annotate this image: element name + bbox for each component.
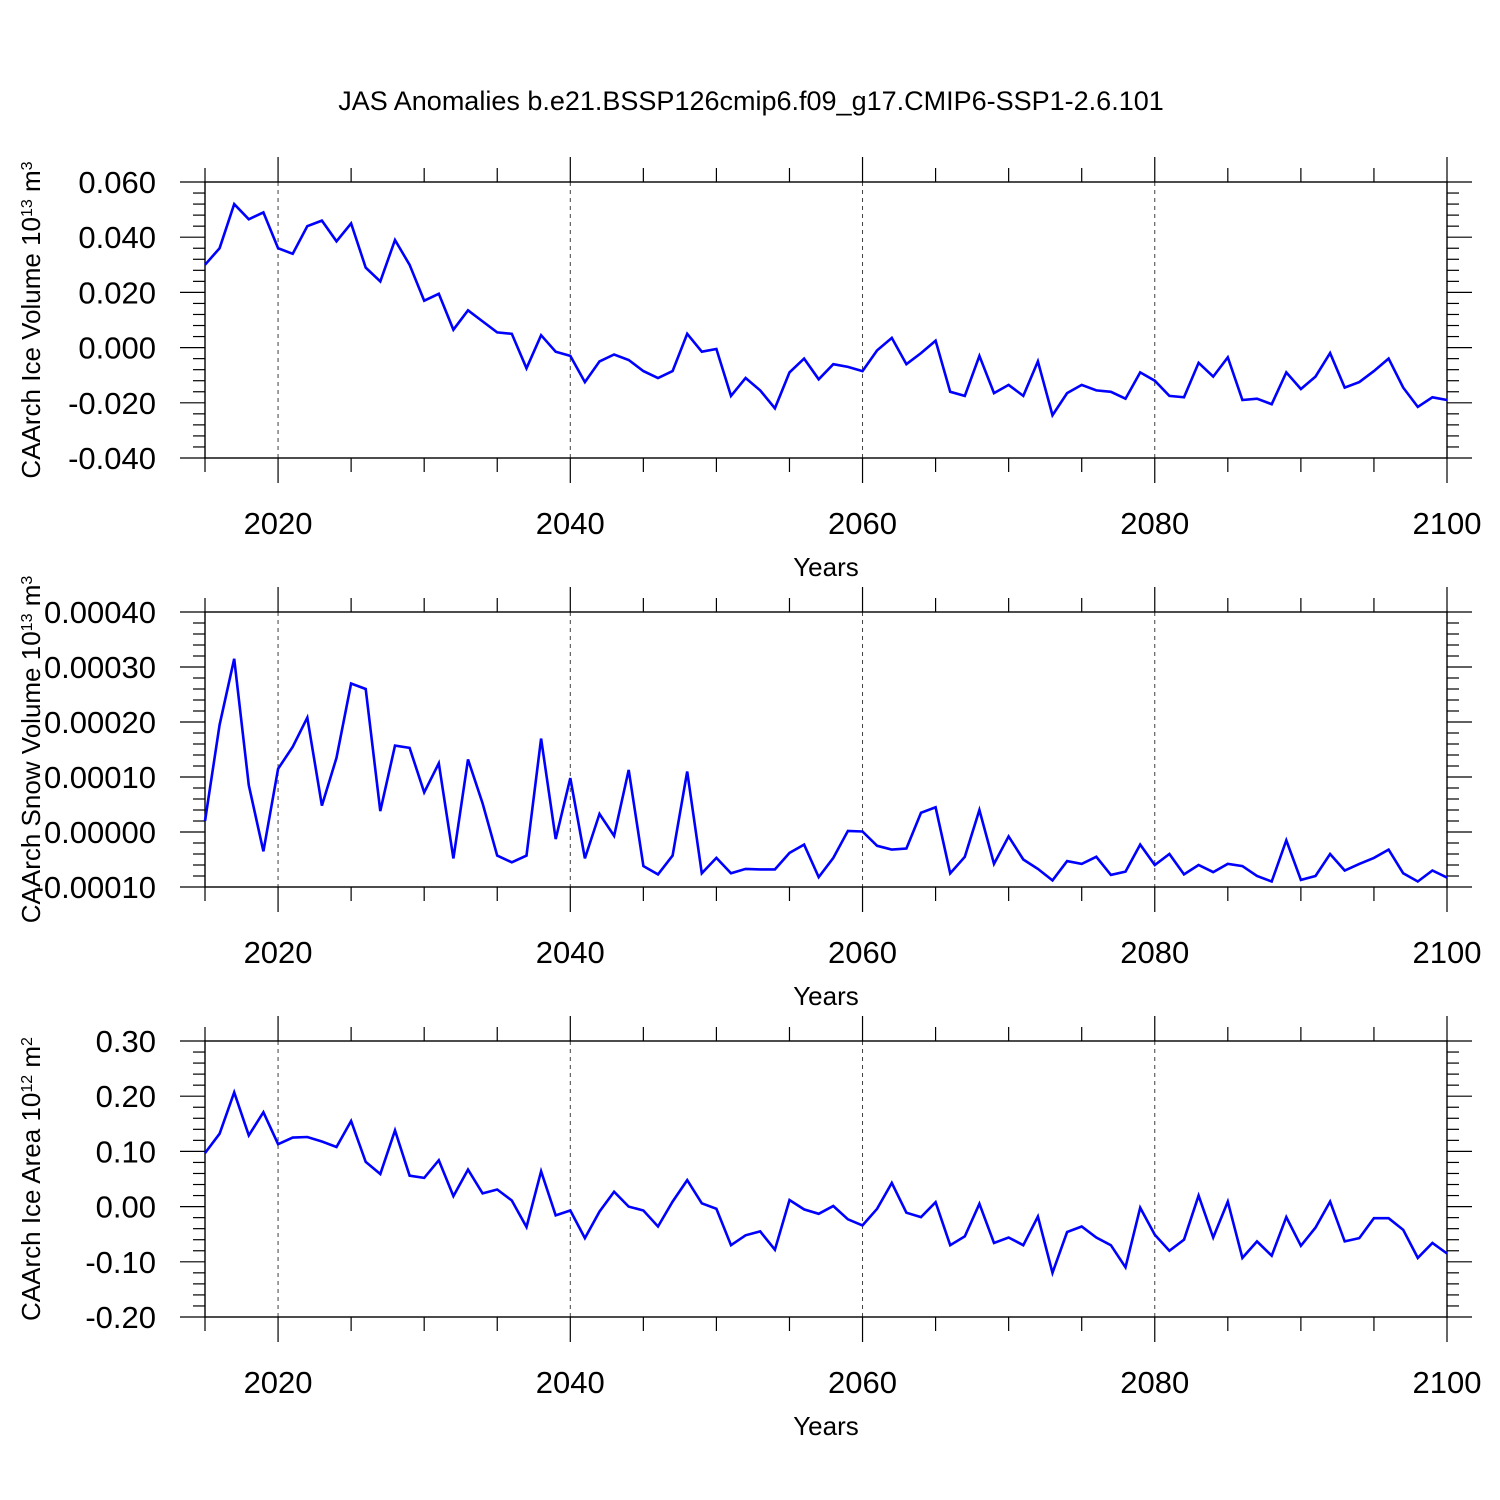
x-axis-label: Years bbox=[793, 1411, 859, 1441]
y-tick-label: 0.10 bbox=[96, 1134, 156, 1169]
y-tick-label: -0.00010 bbox=[34, 870, 156, 905]
y-axis-label-part: m bbox=[16, 170, 46, 199]
chart-title: JAS Anomalies b.e21.BSSP126cmip6.f09_g17… bbox=[338, 86, 1164, 116]
y-tick-label: 0.00040 bbox=[44, 595, 156, 630]
y-tick-label: -0.020 bbox=[68, 386, 156, 421]
y-axis-label-part: m bbox=[16, 1046, 46, 1075]
series-line bbox=[204, 201, 1448, 419]
y-tick-label: 0.000 bbox=[78, 331, 156, 366]
x-tick-label: 2040 bbox=[536, 506, 605, 541]
y-tick-label: 0.040 bbox=[78, 220, 156, 255]
y-axis-label-sup: 12 bbox=[19, 1075, 36, 1093]
y-tick-label: 0.020 bbox=[78, 275, 156, 310]
chart-panel-1: -0.040 -0.020 0.000 0.020 0.040 0.060 2020 2040… bbox=[16, 157, 1481, 582]
x-tick-label: 2020 bbox=[244, 506, 313, 541]
y-axis-label-part: m bbox=[16, 585, 46, 614]
chart-panel-3: -0.20 -0.10 0.00 0.10 0.20 0.30 2020 2040 2060 20… bbox=[16, 1016, 1481, 1441]
y-axis-label-part: CAArch Snow Volume 10 bbox=[16, 631, 46, 923]
series-line bbox=[203, 658, 1448, 884]
y-axis-label: CAArch Ice Area 1012 m2 bbox=[16, 1037, 46, 1321]
y-axis-label: CAArch Snow Volume 1013 m3 bbox=[16, 576, 46, 924]
x-tick-label: 2060 bbox=[828, 506, 897, 541]
y-tick-label: 0.30 bbox=[96, 1024, 156, 1059]
series-line bbox=[203, 1088, 1448, 1278]
y-tick-label: 0.00010 bbox=[44, 760, 156, 795]
x-axis-label: Years bbox=[793, 981, 859, 1011]
plot-frame bbox=[204, 611, 1448, 888]
x-tick-label: 2100 bbox=[1413, 935, 1482, 970]
y-axis-label-sup: 3 bbox=[19, 161, 36, 170]
chart-panel-2: -0.00010 0.00000 0.00010 0.00020 0.00030 0.00… bbox=[16, 576, 1481, 1011]
y-tick-label: 0.00030 bbox=[44, 650, 156, 685]
y-axis-label-sup: 13 bbox=[19, 199, 36, 217]
y-tick-label: 0.00 bbox=[96, 1190, 156, 1225]
x-tick-label: 2080 bbox=[1120, 935, 1189, 970]
y-axis-label: CAArch Ice Volume 1013 m3 bbox=[16, 161, 46, 478]
y-tick-label: 0.00020 bbox=[44, 705, 156, 740]
x-axis-label: Years bbox=[793, 552, 859, 582]
y-tick-label: 0.060 bbox=[78, 165, 156, 200]
x-tick-label: 2080 bbox=[1120, 506, 1189, 541]
x-tick-label: 2020 bbox=[244, 1365, 313, 1400]
y-axis-label-sup: 2 bbox=[19, 1037, 36, 1046]
x-tick-label: 2040 bbox=[536, 1365, 605, 1400]
plot-frame bbox=[204, 1040, 1448, 1318]
y-axis-label-part: CAArch Ice Area 10 bbox=[16, 1093, 46, 1321]
x-tick-label: 2060 bbox=[828, 1365, 897, 1400]
x-tick-label: 2060 bbox=[828, 935, 897, 970]
x-tick-label: 2040 bbox=[536, 935, 605, 970]
y-tick-label: 0.00000 bbox=[44, 815, 156, 850]
x-tick-label: 2100 bbox=[1413, 506, 1482, 541]
y-tick-label: -0.10 bbox=[85, 1245, 156, 1280]
y-tick-label: 0.20 bbox=[96, 1079, 156, 1114]
panels: -0.040 -0.020 0.000 0.020 0.040 0.060 2020 2040… bbox=[16, 157, 1481, 1441]
y-axis-label-sup: 13 bbox=[19, 613, 36, 631]
y-axis-label-part: CAArch Ice Volume 10 bbox=[16, 217, 46, 479]
x-tick-label: 2020 bbox=[244, 935, 313, 970]
y-axis-label-sup: 3 bbox=[19, 576, 36, 585]
x-tick-label: 2080 bbox=[1120, 1365, 1189, 1400]
plot-frame bbox=[204, 181, 1448, 459]
y-tick-label: -0.040 bbox=[68, 441, 156, 476]
y-tick-label: -0.20 bbox=[85, 1300, 156, 1335]
x-tick-label: 2100 bbox=[1413, 1365, 1482, 1400]
